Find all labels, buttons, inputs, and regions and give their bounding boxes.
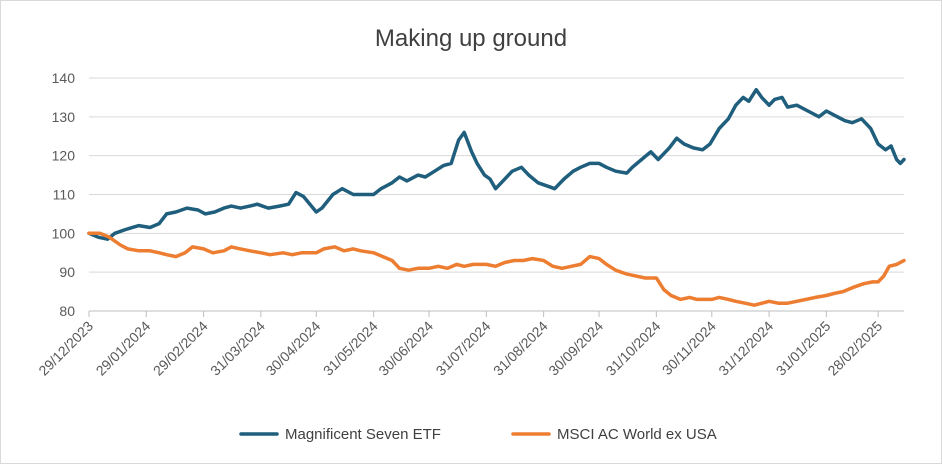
x-tick-label: 31/05/2024 [320,318,381,379]
x-tick-label: 31/12/2024 [715,318,776,379]
x-tick-label: 30/11/2024 [659,318,719,378]
x-tick-label: 30/09/2024 [545,318,606,379]
series-lines [87,87,906,307]
x-tick-label: 29/01/2024 [93,318,154,379]
y-tick-label: 110 [53,187,76,203]
legend: Magnificent Seven ETF MSCI AC World ex US… [239,426,717,443]
y-tick-label: 130 [52,109,76,125]
x-tick-label: 29/12/2023 [35,318,96,379]
x-tick-label: 31/07/2024 [433,318,494,379]
y-tick-label: 100 [52,225,76,241]
x-tick-label: 31/03/2024 [207,318,268,379]
axes: 809010011012013014029/12/202329/01/20242… [35,70,904,379]
legend-label: MSCI AC World ex USA [557,426,717,443]
series-line-0 [87,87,906,241]
gridlines [89,77,904,312]
y-tick-label: 140 [52,70,76,86]
y-tick-label: 120 [52,148,76,164]
y-tick-label: 80 [59,303,75,319]
x-tick-label: 29/02/2024 [150,318,211,379]
chart-title: Making up ground [375,25,567,52]
legend-label: Magnificent Seven ETF [285,426,441,443]
x-tick-label: 31/10/2024 [603,318,664,379]
y-tick-label: 90 [59,264,75,280]
series-line-1 [87,231,906,307]
x-tick-label: 28/02/2025 [824,318,885,379]
x-tick-label: 30/04/2024 [263,318,324,379]
x-tick-label: 31/08/2024 [490,318,551,379]
x-tick-label: 30/06/2024 [375,318,436,379]
x-tick-label: 31/01/2025 [773,318,834,379]
